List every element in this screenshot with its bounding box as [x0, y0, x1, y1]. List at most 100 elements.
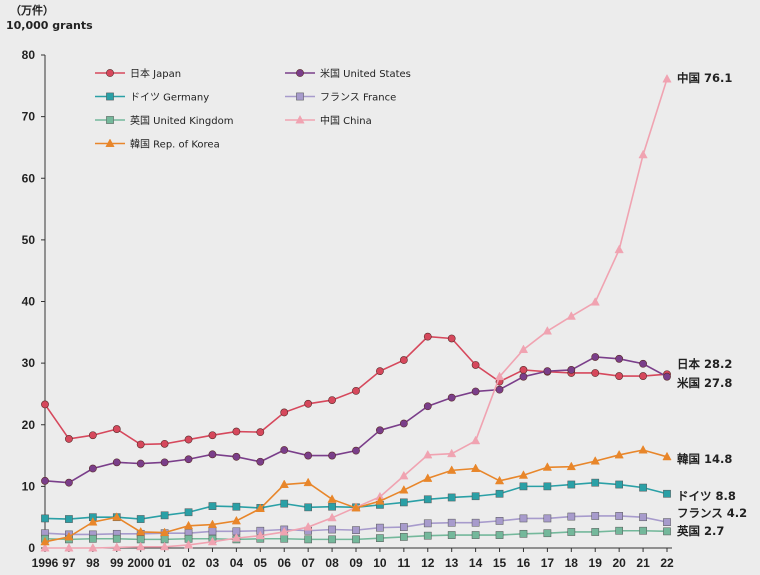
data-point [351, 502, 361, 512]
data-point [662, 74, 672, 83]
data-point [328, 525, 336, 534]
data-point [41, 476, 49, 485]
data-point [376, 534, 384, 542]
data-point [590, 456, 600, 465]
legend-marker [106, 69, 114, 77]
data-point [591, 369, 600, 377]
x-tick-label: 14 [469, 556, 483, 570]
y-unit-label-ja: （万件） [10, 3, 54, 17]
data-point [399, 523, 408, 531]
data-point [207, 536, 218, 546]
series-square [41, 512, 671, 539]
data-point [615, 512, 624, 520]
legend-label: 韓国 Rep. of Korea [130, 139, 220, 151]
x-tick-label: 98 [86, 556, 100, 570]
data-point [255, 503, 265, 513]
data-point [256, 457, 265, 466]
data-point [136, 515, 145, 523]
data-point [470, 463, 481, 472]
data-point [376, 367, 384, 376]
data-point [567, 512, 576, 521]
data-point [447, 531, 456, 539]
data-point [543, 367, 552, 376]
data-point [470, 435, 481, 445]
data-point [280, 408, 289, 417]
y-tick-label: 20 [22, 418, 36, 432]
data-point [471, 518, 480, 527]
series-circle [41, 353, 671, 487]
legend-item: 英国 United Kingdom [95, 114, 233, 127]
x-tick-label: 02 [182, 556, 196, 570]
data-point [663, 489, 671, 498]
data-point [423, 449, 433, 459]
data-point [639, 483, 647, 492]
data-point [256, 428, 265, 437]
data-point [376, 426, 384, 435]
data-point [614, 449, 624, 459]
legend-marker [105, 138, 115, 147]
data-point [328, 502, 336, 511]
data-point [160, 511, 169, 520]
data-point [375, 496, 385, 505]
x-tick-label: 12 [421, 556, 435, 570]
series-end-label: ドイツ 8.8 [677, 489, 736, 503]
data-point [567, 366, 576, 374]
data-point [543, 514, 552, 523]
data-point [591, 528, 600, 536]
data-point [399, 485, 409, 494]
data-point [112, 458, 121, 467]
legend-item: 日本 Japan [95, 67, 181, 80]
data-point [112, 534, 121, 543]
data-point [327, 512, 337, 522]
data-point [41, 400, 49, 409]
data-point [328, 451, 336, 460]
data-point [566, 311, 576, 320]
data-point [280, 534, 289, 543]
y-tick-label: 0 [28, 541, 35, 555]
data-point [567, 528, 576, 536]
legend-marker [106, 92, 114, 101]
data-point [160, 458, 169, 467]
data-point [303, 522, 313, 531]
x-tick-label: 97 [62, 556, 76, 570]
x-tick-label: 11 [398, 556, 411, 570]
x-tick-label: 05 [254, 556, 268, 570]
data-point [567, 480, 576, 489]
data-point [327, 494, 337, 503]
data-point [518, 344, 529, 354]
data-point [232, 427, 241, 436]
legend-marker [106, 116, 114, 124]
x-tick-label: 06 [278, 556, 292, 570]
data-point [352, 386, 360, 395]
data-point [663, 527, 671, 536]
data-point [615, 372, 624, 380]
series-circle [41, 332, 671, 449]
data-point [231, 515, 242, 525]
data-point [112, 512, 122, 521]
data-point [614, 244, 624, 254]
data-point [304, 503, 313, 512]
data-point [590, 297, 600, 306]
x-tick-label: 07 [301, 556, 315, 570]
data-point [88, 431, 97, 440]
series-end-label: 米国 27.8 [676, 376, 732, 390]
data-point [304, 399, 313, 408]
data-point [304, 535, 313, 544]
data-point [495, 517, 504, 525]
data-point [399, 498, 408, 507]
series-layer [40, 74, 672, 552]
data-point [184, 455, 193, 464]
data-point [279, 479, 289, 488]
data-point [639, 372, 647, 380]
data-point [519, 372, 528, 381]
y-tick-label: 70 [22, 110, 36, 124]
data-point [423, 495, 432, 504]
y-unit-label-en: 10,000 grants [6, 19, 93, 32]
x-tick-label: 18 [565, 556, 579, 570]
data-point [352, 446, 360, 455]
x-tick-label: 03 [206, 556, 220, 570]
data-point [136, 459, 145, 468]
data-point [615, 354, 624, 363]
